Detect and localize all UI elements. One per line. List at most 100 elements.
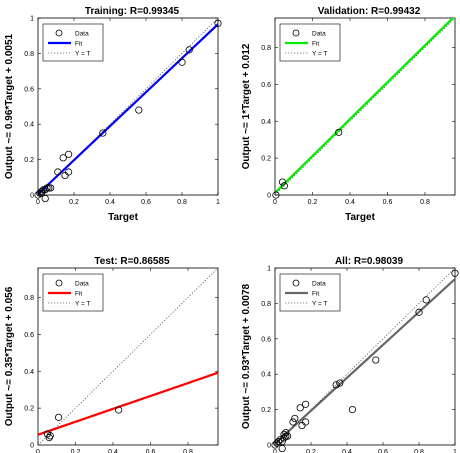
data-point: [55, 413, 63, 421]
legend-label: Data: [75, 280, 89, 287]
data-point: [46, 432, 54, 440]
legend-label: Data: [312, 30, 326, 37]
x-tick-label: 0.8: [414, 449, 424, 453]
y-axis-label: Output ~= 0.96*Target + 0.0051: [4, 33, 15, 179]
y-axis-label: Output ~= 0.35*Target + 0.056: [4, 286, 15, 426]
data-point: [39, 186, 48, 194]
y-tick-label: 1: [30, 16, 34, 23]
fit-line: [38, 371, 218, 436]
data-point: [296, 404, 304, 412]
y-tick-label: 0.6: [261, 82, 271, 89]
legend: Data Fit Y = T: [279, 273, 341, 312]
x-tick-label: 0.2: [71, 449, 81, 453]
y-axis-label: Output ~= 1*Target + 0.012: [241, 43, 252, 169]
x-axis-label: Target: [108, 212, 138, 223]
data-point: [278, 444, 286, 453]
chart-title: Validation: R=0.99432: [318, 6, 421, 17]
y-tick-label: 0.4: [261, 372, 271, 379]
data-point: [59, 154, 67, 162]
x-tick-label: 0.6: [141, 199, 151, 206]
data-point: [282, 432, 290, 440]
x-tick-label: 0.2: [308, 199, 318, 206]
identity-line: [275, 18, 455, 195]
data-point: [336, 379, 344, 387]
x-tick-label: 0.4: [108, 449, 118, 453]
x-tick-label: 0: [273, 199, 277, 206]
y-tick-label: 0.8: [24, 51, 34, 58]
data-point: [415, 308, 423, 316]
data-point: [278, 178, 287, 186]
legend-label: Y = T: [75, 50, 91, 57]
x-axis-label: Target: [345, 212, 375, 223]
data-point: [282, 429, 290, 437]
data-point: [65, 150, 73, 158]
legend-label: Y = T: [312, 50, 328, 57]
data-point: [185, 46, 193, 54]
legend-label: Fit: [75, 40, 82, 47]
chart-panel-3: 0 0.2 0.4 0.6 0.8 0 0.2 0.4 0.6 0.8 Test: R=0.8658…: [4, 256, 219, 453]
y-tick-label: 0.4: [261, 119, 271, 126]
legend: Data Fit Y = T: [42, 23, 104, 62]
y-tick-label: 0.2: [261, 407, 271, 414]
y-tick-label: 0: [30, 193, 34, 200]
legend-label: Fit: [312, 290, 319, 297]
legend-label: Fit: [75, 290, 82, 297]
data-point: [65, 168, 73, 176]
y-tick-label: 0: [30, 443, 34, 450]
x-tick-label: 0.6: [383, 199, 393, 206]
data-point: [301, 418, 310, 426]
identity-line: [38, 268, 218, 445]
data-point: [41, 194, 49, 203]
data-point: [272, 191, 280, 199]
data-point: [332, 381, 340, 389]
y-tick-label: 0.8: [261, 45, 271, 52]
y-tick-label: 0.2: [261, 156, 271, 163]
x-tick-label: 0.8: [177, 199, 187, 206]
x-tick-label: 0.8: [420, 199, 430, 206]
chart-panel-1: 0 0.2 0.4 0.6 0.8 1 0 0.2 0.4 0.6 0.8 1 Training: R=…: [4, 6, 222, 223]
y-tick-label: 0.4: [24, 369, 34, 376]
x-tick-label: 0.2: [69, 199, 79, 206]
data-point: [280, 182, 288, 190]
chart-title: Training: R=0.99345: [85, 6, 180, 17]
fit-line: [275, 18, 455, 194]
data-point: [45, 434, 53, 442]
fit-line: [275, 278, 455, 445]
data-point: [99, 129, 107, 137]
data-point: [422, 296, 430, 304]
y-tick-label: 0: [267, 443, 271, 450]
data-point: [372, 356, 380, 364]
y-tick-label: 0: [267, 193, 271, 200]
data-point: [45, 184, 53, 192]
data-point: [301, 400, 310, 408]
chart-title: Test: R=0.86585: [94, 256, 170, 267]
x-tick-label: 0.4: [105, 199, 115, 206]
data-point: [274, 437, 283, 446]
legend: Data Fit Y = T: [42, 273, 104, 312]
legend-data-marker: [55, 279, 63, 287]
data-point: [278, 437, 286, 446]
legend-label: Data: [75, 30, 89, 37]
data-point: [214, 19, 222, 27]
chart-panel-2: 0 0.2 0.4 0.6 0.8 0 0.2 0.4 0.6 0.8 Validation: R=…: [241, 6, 456, 223]
legend-label: Y = T: [75, 300, 91, 307]
data-point: [135, 106, 143, 114]
data-point: [115, 406, 123, 414]
data-point: [283, 432, 292, 440]
x-tick-label: 0: [36, 199, 40, 206]
data-point: [46, 184, 55, 192]
data-point: [280, 434, 288, 442]
legend-data-marker: [55, 29, 63, 37]
y-tick-label: 0.2: [24, 406, 34, 413]
y-tick-label: 0.4: [24, 122, 34, 129]
x-tick-label: 0.6: [146, 449, 156, 453]
data-point: [37, 187, 46, 196]
data-point: [348, 405, 356, 414]
y-tick-label: 0.8: [261, 301, 271, 308]
data-point: [451, 269, 459, 277]
data-point: [335, 128, 343, 136]
y-tick-label: 0.6: [24, 86, 34, 93]
x-tick-label: 0.4: [345, 199, 355, 206]
y-tick-label: 0.8: [24, 295, 34, 302]
